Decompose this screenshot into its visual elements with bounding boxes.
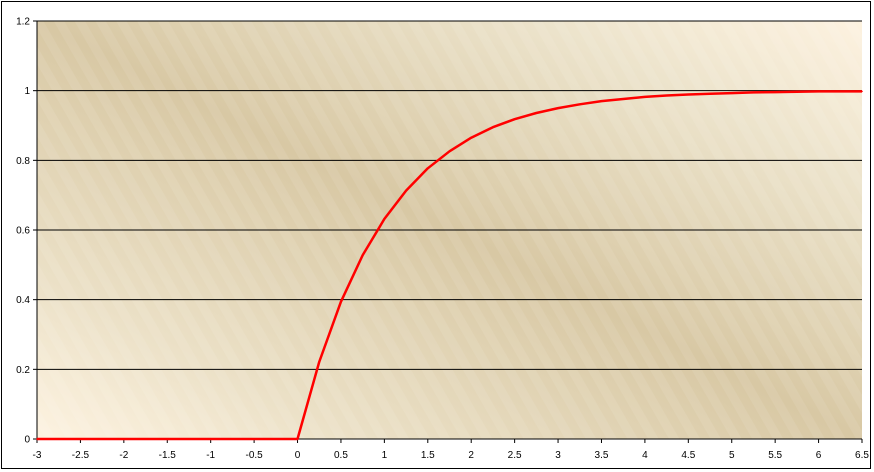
y-tick-label: 1.2 xyxy=(16,17,30,28)
data-point xyxy=(600,100,603,102)
data-point xyxy=(492,126,494,129)
data-point xyxy=(817,90,820,93)
x-tick-label: -2 xyxy=(119,450,128,461)
y-tick-label: 0.2 xyxy=(16,365,30,376)
data-point xyxy=(275,438,277,440)
data-point xyxy=(752,91,755,94)
y-axis-ticks: 0 0.2 0.4 0.6 0.8 1 1.2 xyxy=(16,17,38,446)
y-tick-label: 0 xyxy=(24,435,30,446)
x-tick-label: 4 xyxy=(642,450,648,461)
x-tick-label: 6 xyxy=(816,450,822,461)
data-point xyxy=(101,438,103,440)
data-point xyxy=(318,361,321,363)
data-point xyxy=(839,90,842,93)
data-point xyxy=(231,438,234,440)
gridlines xyxy=(37,20,862,370)
data-point xyxy=(774,91,776,93)
x-tick-label: -1.5 xyxy=(159,450,177,461)
data-point xyxy=(144,438,147,440)
data-point xyxy=(57,438,60,440)
x-tick-label: 6.5 xyxy=(855,450,869,461)
data-point xyxy=(123,438,125,440)
y-tick-label: 1 xyxy=(24,86,30,97)
x-tick-label: 4.5 xyxy=(681,450,695,461)
x-tick-label: 3.5 xyxy=(595,450,609,461)
data-point xyxy=(557,107,559,109)
data-point xyxy=(426,167,429,170)
data-point xyxy=(644,96,646,98)
data-point xyxy=(861,90,863,93)
data-point xyxy=(188,438,190,440)
data-point xyxy=(36,438,38,440)
y-tick-label: 0.8 xyxy=(16,156,30,167)
x-tick-label: 0 xyxy=(295,450,301,461)
data-point xyxy=(79,438,82,440)
y-tick-label: 0.4 xyxy=(16,295,30,306)
data-point xyxy=(166,438,169,440)
data-point xyxy=(209,438,212,440)
x-tick-label: 5.5 xyxy=(768,450,782,461)
data-point xyxy=(535,112,538,114)
data-point xyxy=(578,103,581,106)
data-point xyxy=(687,93,690,96)
x-tick-label: -1 xyxy=(206,450,215,461)
x-tick-label: -3 xyxy=(33,450,42,461)
data-point xyxy=(448,150,451,153)
data-point xyxy=(296,438,299,440)
data-point xyxy=(665,94,668,97)
data-point xyxy=(253,438,255,440)
data-point xyxy=(622,98,624,100)
x-tick-label: 2.5 xyxy=(508,450,522,461)
data-point xyxy=(470,136,473,139)
x-tick-label: 0.5 xyxy=(334,450,348,461)
data-point xyxy=(361,254,364,256)
x-tick-label: 3 xyxy=(555,450,561,461)
data-point xyxy=(340,300,342,303)
x-tick-label: 1 xyxy=(382,450,388,461)
x-tick-label: -0.5 xyxy=(245,450,263,461)
data-point xyxy=(709,93,711,95)
x-tick-label: 5 xyxy=(729,450,735,461)
data-point xyxy=(796,90,798,93)
x-tick-label: -2.5 xyxy=(72,450,90,461)
series-group xyxy=(36,90,863,441)
data-point xyxy=(405,189,407,192)
y-tick-label: 0.6 xyxy=(16,226,30,237)
data-point xyxy=(383,218,386,220)
x-axis-ticks: -3 -2.5 -2 -1.5 -1 -0.5 0 0.5 1 1.5 2 2.5 3 3.5 4 4.5 5 5… xyxy=(33,438,869,461)
x-tick-label: 1.5 xyxy=(421,450,435,461)
data-point xyxy=(730,92,733,94)
x-tick-label: 2 xyxy=(468,450,474,461)
data-point xyxy=(513,118,516,121)
